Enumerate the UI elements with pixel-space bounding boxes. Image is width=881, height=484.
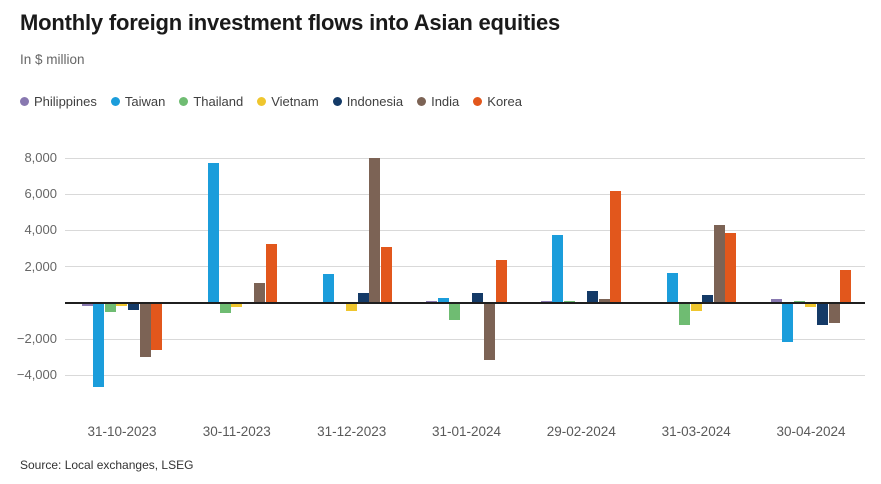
- legend-swatch-taiwan: [110, 96, 120, 106]
- bar-indonesia-31-10-2023: [127, 303, 139, 311]
- legend: Philippines Taiwan Thailand Vietnam Indonesi…: [20, 93, 522, 109]
- y-axis-tick-label: 2,000: [24, 258, 57, 274]
- bar-philippines-29-02-2024: [540, 300, 552, 303]
- bar-taiwan-31-03-2024: [667, 273, 679, 303]
- legend-label: Thailand: [193, 93, 244, 109]
- legend-label: Taiwan: [124, 93, 166, 109]
- bar-indonesia-31-03-2024: [702, 294, 714, 303]
- chart-subtitle: In $ million: [20, 52, 85, 67]
- legend-swatch-philippines: [20, 96, 29, 106]
- bar-taiwan-30-04-2024: [782, 303, 794, 343]
- legend-label: India: [431, 93, 460, 109]
- gridline--4000: [65, 374, 865, 376]
- legend-item-vietnam: Vietnam: [257, 93, 319, 109]
- legend-item-taiwan: Taiwan: [110, 93, 166, 109]
- y-axis-tick-label: 4,000: [24, 222, 57, 238]
- gridline-8000: [65, 157, 865, 159]
- source-text: Source: Local exchanges, LSEG: [20, 458, 194, 472]
- bar-taiwan-31-01-2024: [437, 297, 449, 303]
- legend-swatch-india: [417, 96, 427, 106]
- legend-item-india: India: [417, 94, 459, 109]
- bar-india-31-01-2024: [484, 303, 495, 361]
- bar-thailand-29-02-2024: [564, 301, 575, 303]
- bar-india-31-03-2024: [713, 224, 725, 303]
- bar-indonesia-31-12-2023: [357, 293, 369, 303]
- x-axis-tick-label-31-10-2023: 31-10-2023: [87, 424, 157, 439]
- gridline-4000: [65, 229, 865, 231]
- bar-vietnam-31-03-2024: [690, 303, 702, 312]
- bar-taiwan-31-10-2023: [93, 303, 105, 388]
- bar-philippines-30-04-2024: [770, 298, 782, 303]
- x-axis-tick-label-31-12-2023: 31-12-2023: [317, 424, 387, 439]
- bar-indonesia-29-02-2024: [587, 290, 599, 303]
- legend-label: Philippines: [34, 93, 97, 109]
- chart-title: Monthly foreign investment flows into As…: [20, 10, 561, 35]
- y-axis-tick-label: 6,000: [24, 186, 57, 202]
- bar-vietnam-30-11-2023: [231, 303, 243, 307]
- legend-label: Korea: [487, 93, 522, 109]
- bar-korea-31-03-2024: [725, 233, 737, 303]
- bar-korea-30-04-2024: [840, 269, 852, 303]
- gridline-2000: [65, 266, 865, 268]
- bar-vietnam-30-04-2024: [805, 303, 817, 307]
- bar-chart-plot-area: 8,000 6,000 4,000 2,000 −2,000 −4,000 31-10-20…: [0, 140, 881, 450]
- legend-swatch-thailand: [179, 96, 189, 106]
- bar-india-31-12-2023: [369, 157, 381, 303]
- bar-taiwan-31-12-2023: [322, 274, 334, 303]
- x-axis-tick-label-31-01-2024: 31-01-2024: [431, 424, 502, 439]
- x-axis-tick-label-31-03-2024: 31-03-2024: [661, 424, 731, 439]
- legend-swatch-vietnam: [257, 96, 267, 106]
- x-axis-tick-label-30-04-2024: 30-04-2024: [776, 424, 846, 439]
- legend-swatch-korea: [473, 96, 483, 106]
- gridline-6000: [65, 193, 865, 195]
- bar-thailand-31-10-2023: [104, 303, 116, 312]
- legend-label: Vietnam: [271, 93, 319, 109]
- gridline--2000: [65, 338, 865, 340]
- legend-item-korea: Korea: [473, 94, 522, 109]
- bar-taiwan-30-11-2023: [207, 162, 219, 303]
- bar-thailand-30-04-2024: [793, 300, 805, 303]
- bar-india-29-02-2024: [598, 298, 610, 303]
- bar-india-30-04-2024: [828, 303, 840, 323]
- bar-korea-31-01-2024: [495, 259, 507, 303]
- bar-india-31-10-2023: [139, 303, 151, 358]
- bar-thailand-31-01-2024: [449, 303, 461, 320]
- x-axis-tick-label-30-11-2023: 30-11-2023: [202, 424, 271, 439]
- bar-philippines-31-01-2024: [426, 300, 437, 303]
- bar-korea-29-02-2024: [610, 191, 622, 303]
- zero-axis-line: [65, 301, 865, 304]
- bar-thailand-31-03-2024: [678, 303, 690, 326]
- bar-korea-31-10-2023: [151, 303, 163, 350]
- legend-label: Indonesia: [346, 93, 404, 109]
- bar-vietnam-31-10-2023: [116, 303, 128, 306]
- bar-indonesia-31-01-2024: [472, 293, 484, 303]
- bar-philippines-31-10-2023: [81, 303, 93, 306]
- bar-india-30-11-2023: [254, 283, 266, 303]
- bar-indonesia-30-04-2024: [816, 303, 828, 326]
- legend-swatch-indonesia: [332, 96, 342, 106]
- legend-item-indonesia: Indonesia: [332, 93, 404, 109]
- bar-korea-31-12-2023: [380, 247, 392, 303]
- legend-item-philippines: Philippines: [20, 94, 97, 109]
- bar-korea-30-11-2023: [265, 243, 277, 303]
- bar-thailand-30-11-2023: [219, 303, 231, 314]
- bar-taiwan-29-02-2024: [552, 235, 564, 303]
- x-axis-tick-label-29-02-2024: 29-02-2024: [546, 424, 616, 439]
- y-axis-tick-label: 8,000: [24, 150, 57, 165]
- y-axis-tick-label: −4,000: [16, 367, 57, 383]
- y-axis-tick-label: −2,000: [16, 331, 57, 346]
- legend-item-thailand: Thailand: [179, 94, 243, 109]
- bar-vietnam-31-12-2023: [346, 303, 357, 312]
